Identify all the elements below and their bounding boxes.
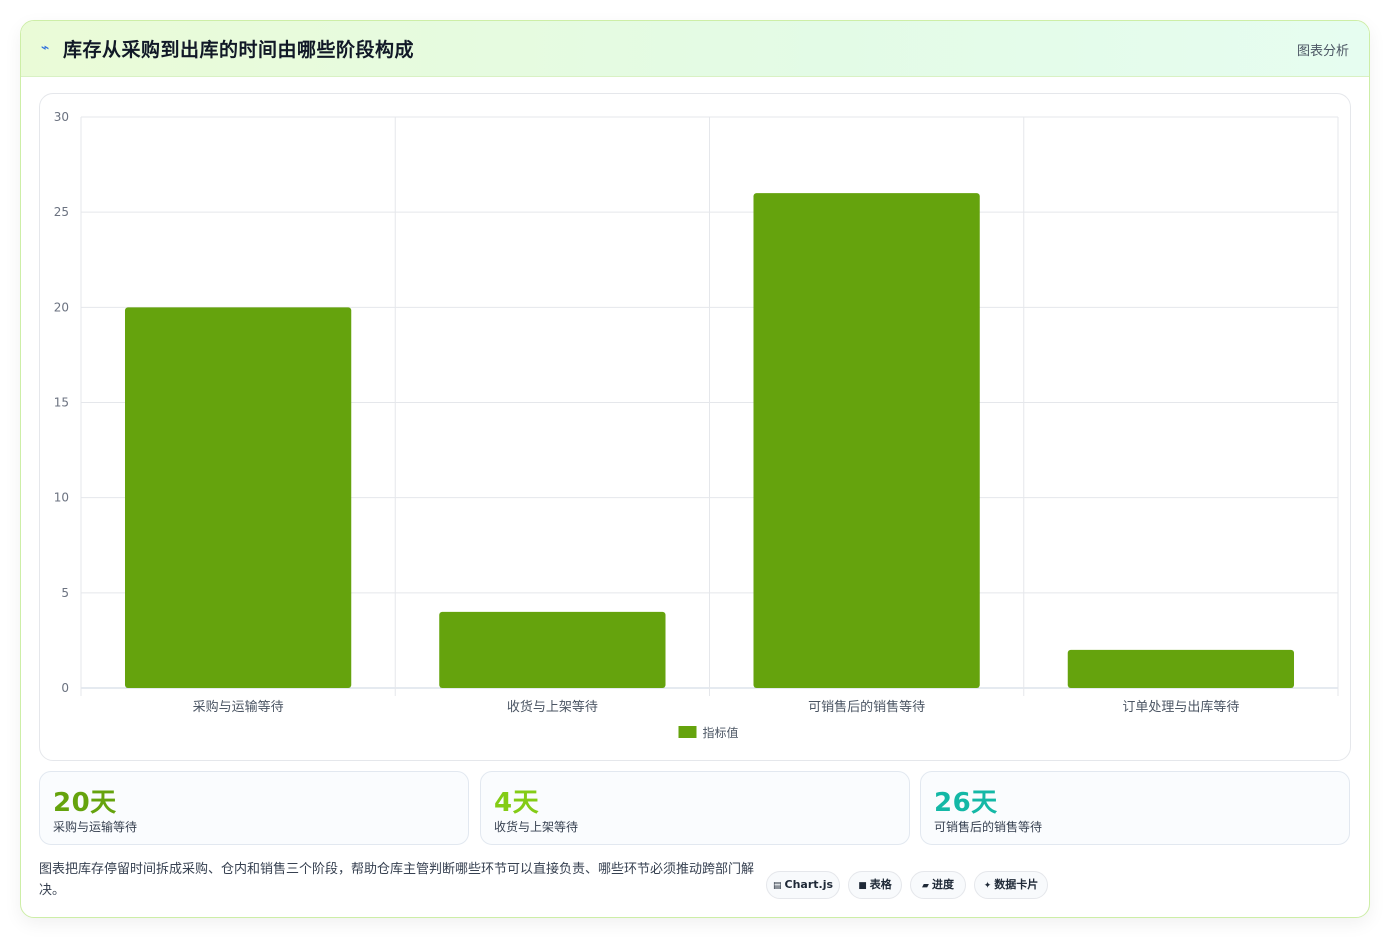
tag-data-card[interactable]: ✦ 数据卡片 [974, 871, 1048, 899]
stat-cards: 20天 采购与运输等待 4天 收货与上架等待 26天 可销售后的销售等待 [39, 771, 1351, 845]
tag-progress[interactable]: ▰ 进度 [910, 871, 966, 899]
chart-container: 0 5 10 15 20 25 30 采购与运输等待 收货与上架等待 可销售后的销售等待 订单处理与… [39, 93, 1351, 761]
y-tick-label: 10 [54, 491, 69, 505]
x-tick-label: 订单处理与出库等待 [1122, 699, 1239, 715]
progress-icon: ▰ [922, 881, 929, 891]
bar [1067, 649, 1295, 688]
chart-analysis-button[interactable]: 图表分析 [1296, 44, 1349, 59]
y-tick-label: 20 [54, 300, 69, 314]
bar [753, 193, 980, 688]
y-tick-label: 25 [54, 205, 69, 219]
bar [439, 611, 666, 688]
stat-value: 20天 [53, 788, 117, 818]
stat-label: 可销售后的销售等待 [934, 820, 1043, 834]
page-title: 库存从采购到出库的时间由哪些阶段构成 [63, 39, 415, 61]
x-tick-label: 采购与运输等待 [193, 699, 284, 715]
legend-label: 指标值 [703, 725, 739, 740]
bar-chart: 0 5 10 15 20 25 30 采购与运输等待 收货与上架等待 可销售后的销售等待 订单处理与… [54, 110, 1339, 740]
card-header: ⌁ 库存从采购到出库的时间由哪些阶段构成 图表分析 [21, 21, 1369, 77]
stat-value: 26天 [934, 788, 998, 818]
stat-label: 采购与运输等待 [53, 820, 138, 834]
x-tick-label: 可销售后的销售等待 [808, 699, 925, 715]
y-tick-label: 15 [54, 396, 69, 410]
bar [124, 307, 352, 688]
x-tick-label: 收货与上架等待 [507, 699, 598, 715]
tag-chartjs[interactable]: ▤ Chart.js [766, 871, 840, 899]
stat-value: 4天 [494, 788, 540, 818]
y-tick-label: 30 [54, 110, 69, 124]
tag-label: 进度 [931, 878, 954, 891]
sparkle-icon: ✦ [983, 881, 992, 891]
tag-label: 表格 [869, 878, 892, 891]
stat-card: 26天 可销售后的销售等待 [920, 771, 1350, 845]
tag-label: 数据卡片 [994, 878, 1039, 891]
tag-label: Chart.js [784, 878, 834, 891]
tag-table[interactable]: ■ 表格 [848, 871, 902, 899]
stat-label: 收货与上架等待 [494, 820, 579, 834]
grid-icon: ■ [858, 881, 867, 891]
table-icon: ▤ [772, 881, 782, 891]
chart-line-icon: ⌁ [41, 40, 50, 56]
y-tick-label: 0 [61, 681, 69, 695]
legend-swatch [678, 726, 697, 738]
chart-description: 图表把库存停留时间拆成采购、仓内和销售三个阶段，帮助仓库主管判断哪些环节可以直接… [39, 862, 755, 898]
stat-card: 20天 采购与运输等待 [39, 771, 469, 845]
stat-card: 4天 收货与上架等待 [480, 771, 910, 845]
y-tick-label: 5 [61, 586, 69, 600]
chart-card: ⌁ 库存从采购到出库的时间由哪些阶段构成 图表分析 0 5 10 15 20 25 30 采购… [20, 20, 1370, 918]
